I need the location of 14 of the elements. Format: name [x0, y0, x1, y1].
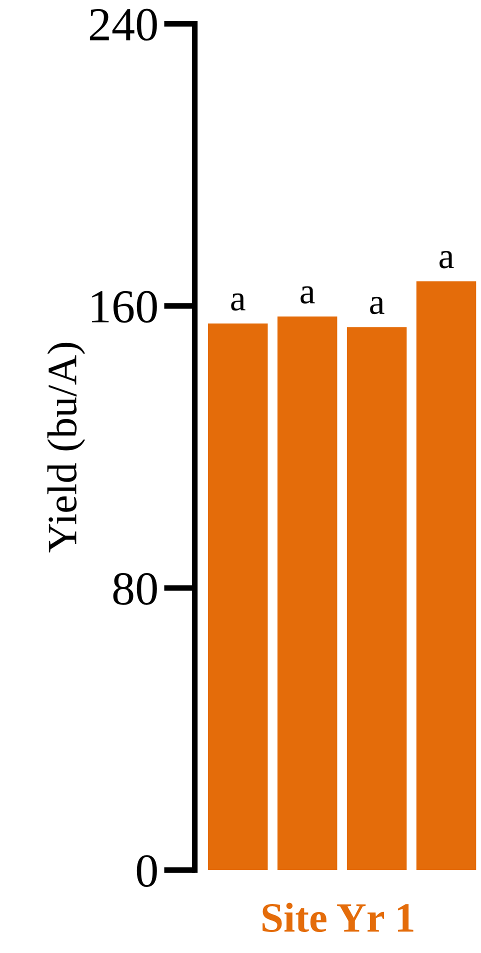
y-axis-title: Yield (bu/A) [47, 342, 86, 552]
bar [208, 324, 268, 870]
x-axis-title: Site Yr 1 [262, 902, 414, 932]
data-label: a [440, 251, 454, 268]
bar [277, 316, 338, 870]
data-label: a [231, 293, 246, 311]
y-tick-label: 0 [136, 855, 157, 887]
bar [346, 327, 407, 870]
y-tick-label: 80 [113, 572, 157, 605]
data-label: a [370, 296, 384, 314]
y-tick-label: 160 [92, 290, 157, 323]
bar [416, 281, 476, 870]
data-label: a [300, 286, 315, 304]
y-tick-label: 240 [90, 8, 157, 41]
